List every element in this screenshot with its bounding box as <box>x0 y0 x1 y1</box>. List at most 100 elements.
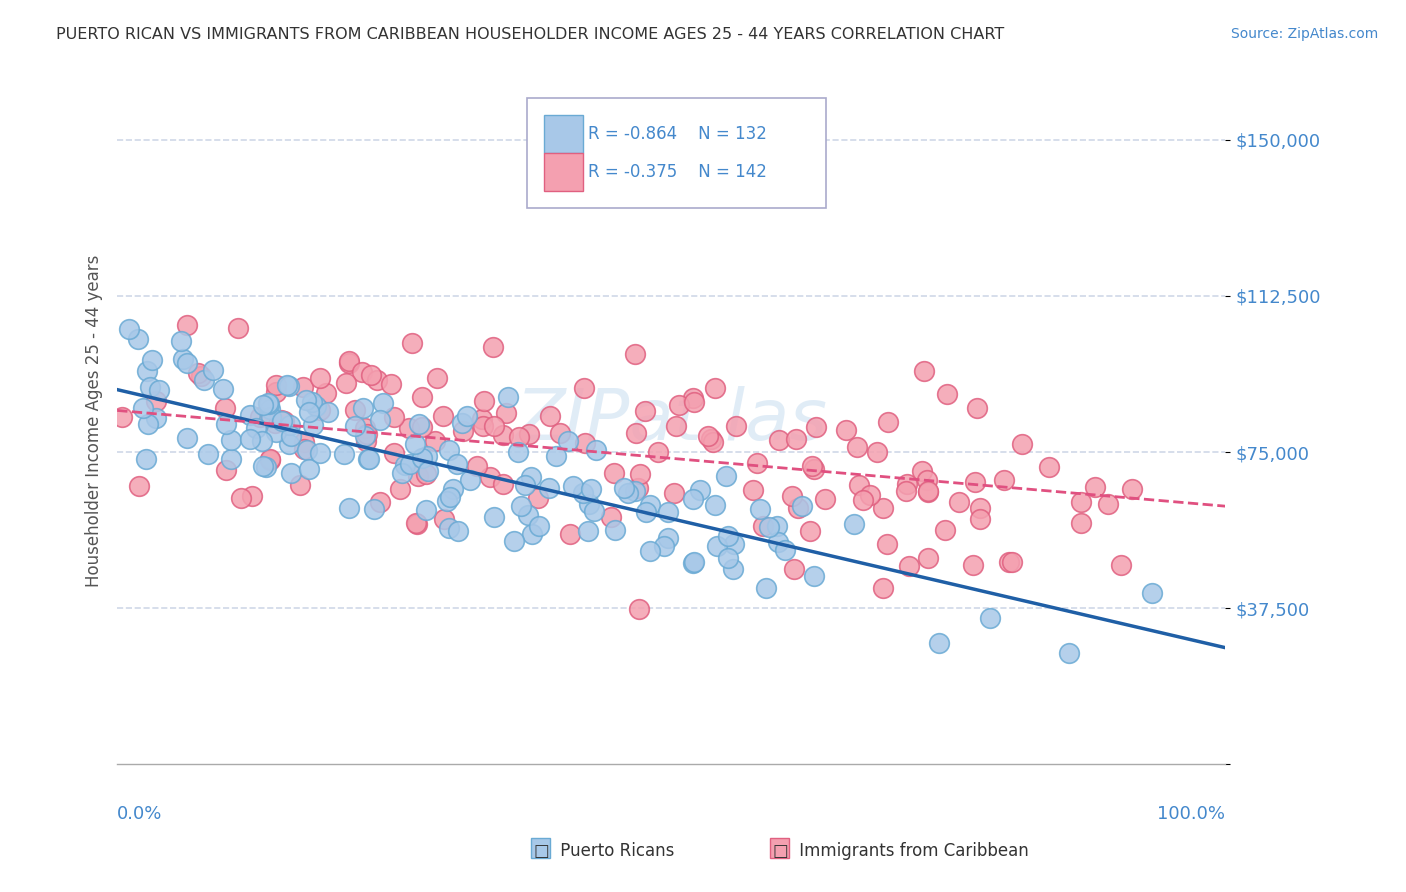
Point <box>229 491 252 506</box>
Text: ZIPat las: ZIPat las <box>516 386 827 455</box>
Point <box>814 491 837 506</box>
Point <box>145 393 167 408</box>
Point <box>411 420 433 434</box>
Point <box>628 467 651 481</box>
Point <box>276 378 298 392</box>
Point <box>1084 480 1107 494</box>
Point <box>118 322 141 336</box>
Point <box>634 505 657 519</box>
Point <box>766 518 789 533</box>
Point <box>352 365 374 379</box>
FancyBboxPatch shape <box>544 153 582 191</box>
Point <box>353 429 375 443</box>
Point <box>226 321 249 335</box>
Point <box>682 556 704 570</box>
Point <box>582 504 605 518</box>
Point <box>252 398 274 412</box>
Point <box>617 486 640 500</box>
Point <box>356 427 378 442</box>
Point <box>603 467 626 481</box>
Point <box>704 381 727 395</box>
Point <box>446 457 468 471</box>
Point <box>301 394 323 409</box>
Point <box>723 537 745 551</box>
Point <box>478 470 501 484</box>
Point <box>308 446 330 460</box>
Point <box>214 417 236 432</box>
Point <box>411 390 433 404</box>
Point <box>915 473 938 487</box>
Point <box>197 447 219 461</box>
Point <box>264 377 287 392</box>
Point <box>627 602 650 616</box>
Point <box>426 371 449 385</box>
Point <box>876 415 898 429</box>
Point <box>745 456 768 470</box>
Point <box>128 478 150 492</box>
Point <box>290 477 312 491</box>
Point <box>368 494 391 508</box>
Point <box>749 502 772 516</box>
Point <box>389 482 412 496</box>
Point <box>111 409 134 424</box>
Point <box>357 452 380 467</box>
Point <box>800 459 823 474</box>
Point <box>456 409 478 423</box>
Point <box>352 401 374 415</box>
Point <box>439 490 461 504</box>
Point <box>848 478 870 492</box>
Point <box>264 384 287 399</box>
Point <box>993 473 1015 487</box>
Point <box>141 352 163 367</box>
Point <box>259 402 281 417</box>
Point <box>1070 495 1092 509</box>
Point <box>366 373 388 387</box>
Point <box>624 484 647 499</box>
Point <box>790 500 813 514</box>
Point <box>783 562 806 576</box>
Point <box>634 404 657 418</box>
Point <box>447 524 470 539</box>
Point <box>214 401 236 415</box>
Point <box>682 491 704 506</box>
Point <box>406 517 429 532</box>
Point <box>404 436 426 450</box>
Point <box>292 442 315 456</box>
Point <box>689 483 711 497</box>
Point <box>280 467 302 481</box>
Point <box>700 433 723 447</box>
Point <box>139 380 162 394</box>
Point <box>357 451 380 466</box>
Point <box>804 420 827 434</box>
Point <box>935 387 957 401</box>
Point <box>896 484 918 499</box>
Point <box>439 521 461 535</box>
Point <box>917 484 939 499</box>
Point <box>522 526 544 541</box>
Point <box>187 366 209 380</box>
Point <box>703 498 725 512</box>
Point <box>835 423 858 437</box>
Point <box>766 535 789 549</box>
Point <box>538 409 561 423</box>
Point <box>866 444 889 458</box>
Point <box>264 425 287 439</box>
Point <box>270 413 292 427</box>
Point <box>245 421 267 435</box>
Point <box>657 531 679 545</box>
Point <box>257 397 280 411</box>
Point <box>482 509 505 524</box>
Point <box>295 443 318 458</box>
Point <box>1140 586 1163 600</box>
Point <box>465 458 488 473</box>
Point <box>706 539 728 553</box>
Point <box>492 477 515 491</box>
Point <box>717 529 740 543</box>
Point <box>382 446 405 460</box>
Point <box>928 636 950 650</box>
Text: 100.0%: 100.0% <box>1157 805 1226 823</box>
Point <box>415 502 437 516</box>
Point <box>683 395 706 409</box>
Point <box>846 440 869 454</box>
Point <box>172 352 194 367</box>
